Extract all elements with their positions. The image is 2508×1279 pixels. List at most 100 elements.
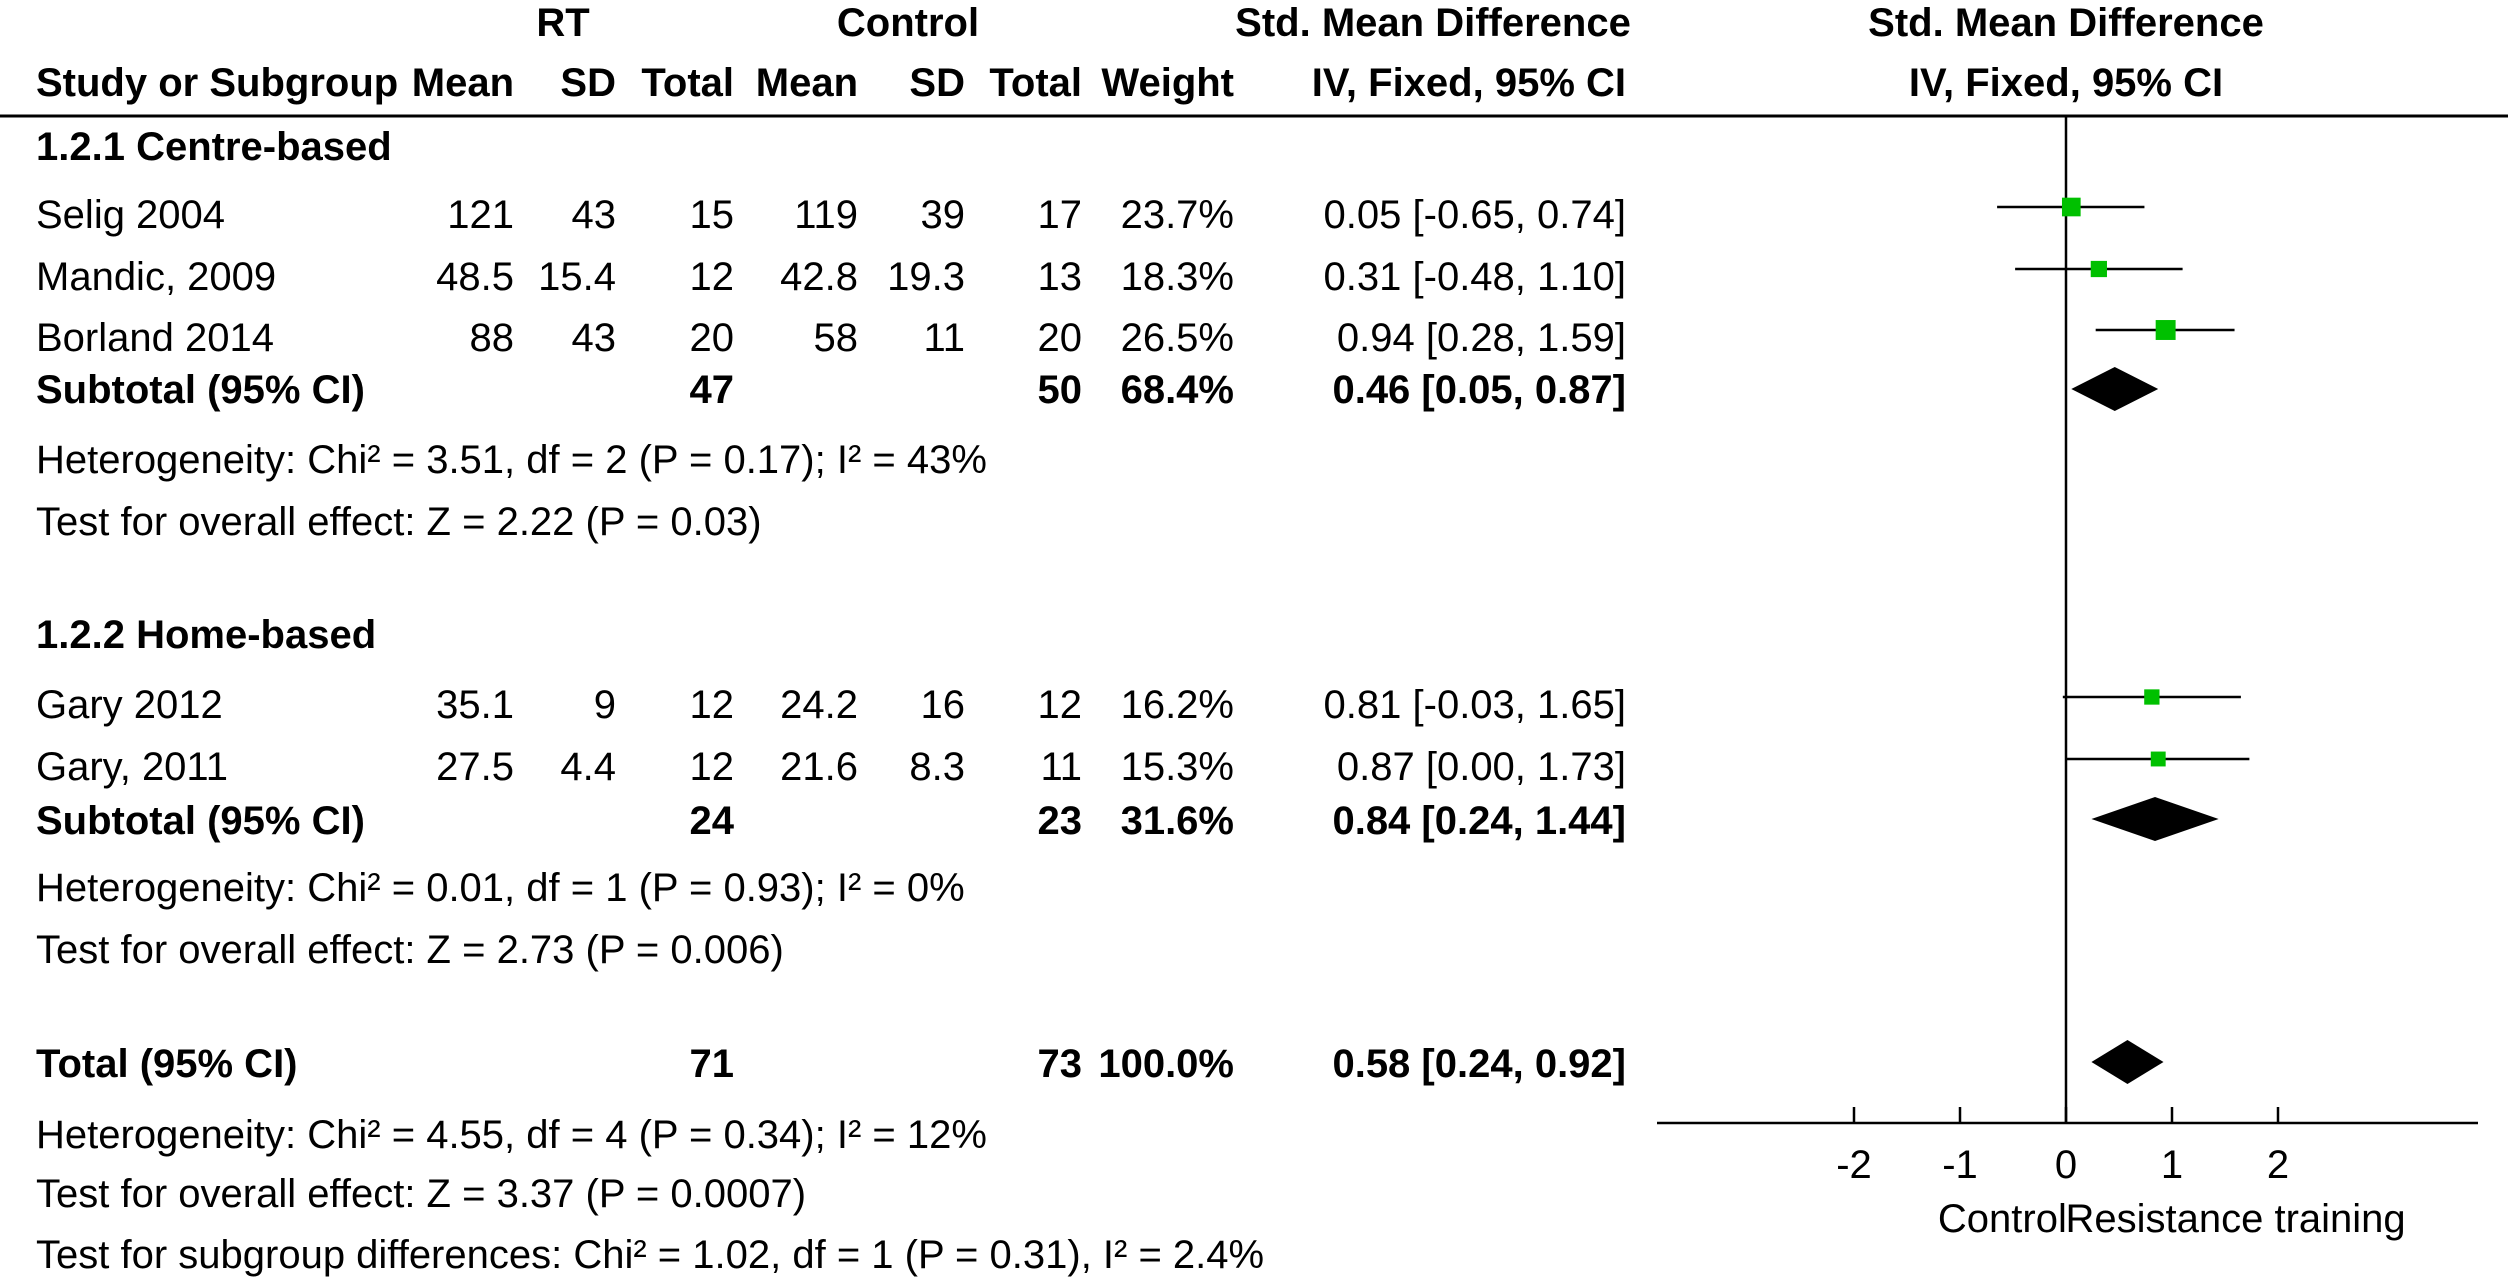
header-rt-sd: SD xyxy=(560,61,616,105)
s1-r3-rt-mean: 88 xyxy=(470,316,515,360)
s1-r3-rt-sd: 43 xyxy=(572,316,617,360)
header-c-sd: SD xyxy=(909,61,965,105)
s1-r2-c-total: 13 xyxy=(1038,255,1083,299)
s2-r2-c-total: 11 xyxy=(1040,745,1082,789)
s1-r3-study: Borland 2014 xyxy=(36,316,274,360)
subgroup-2-title: 1.2.2 Home-based xyxy=(36,613,376,657)
x-tick-label: 2 xyxy=(2267,1143,2289,1187)
s1-r1-c-sd: 39 xyxy=(921,193,966,237)
header-group-control: Control xyxy=(837,1,979,45)
header-weight: Weight xyxy=(1101,61,1234,105)
s2-r1-weight: 16.2% xyxy=(1121,683,1234,727)
s2-overall-effect: Test for overall effect: Z = 2.73 (P = 0… xyxy=(36,928,784,972)
total-diamond xyxy=(2091,1040,2164,1084)
s2-r2-ci: 0.87 [0.00, 1.73] xyxy=(1337,745,1626,789)
s2-r1-ci: 0.81 [-0.03, 1.65] xyxy=(1324,683,1626,727)
header-rt-total: Total xyxy=(641,61,734,105)
s1-r3-ci: 0.94 [0.28, 1.59] xyxy=(1337,316,1626,360)
s2-r2-weight: 15.3% xyxy=(1121,745,1234,789)
s2-r2-study: Gary, 2011 xyxy=(36,745,228,789)
total-heterogeneity: Heterogeneity: Chi² = 4.55, df = 4 (P = … xyxy=(36,1113,987,1157)
subtotal-diamond xyxy=(2071,367,2159,411)
s1-r1-rt-sd: 43 xyxy=(572,193,617,237)
study-marker xyxy=(2090,260,2107,278)
header-rt-mean: Mean xyxy=(412,61,514,105)
s1-r3-weight: 26.5% xyxy=(1121,316,1234,360)
total-c-total: 73 xyxy=(1038,1042,1083,1086)
s2-r1-rt-total: 12 xyxy=(690,683,735,727)
s2-r2-rt-mean: 27.5 xyxy=(436,745,514,789)
header-group-rt: RT xyxy=(536,1,589,45)
s1-r2-c-mean: 42.8 xyxy=(780,255,858,299)
header-smd-col: Std. Mean Difference xyxy=(1235,1,1631,45)
s1-r2-rt-sd: 15.4 xyxy=(538,255,616,299)
s1-subtotal-label: Subtotal (95% CI) xyxy=(36,368,365,412)
s1-r1-weight: 23.7% xyxy=(1121,193,1234,237)
s1-r3-c-total: 20 xyxy=(1038,316,1083,360)
s1-r1-c-total: 17 xyxy=(1038,193,1083,237)
s1-overall-effect: Test for overall effect: Z = 2.22 (P = 0… xyxy=(36,500,762,544)
s1-subtotal-rt-total: 47 xyxy=(690,368,735,412)
header-c-mean: Mean xyxy=(756,61,858,105)
study-marker xyxy=(2061,197,2081,217)
s1-subtotal-weight: 68.4% xyxy=(1121,368,1234,412)
s1-r2-weight: 18.3% xyxy=(1121,255,1234,299)
s2-r2-rt-total: 12 xyxy=(690,745,735,789)
s1-r1-c-mean: 119 xyxy=(794,193,858,237)
s2-subtotal-rt-total: 24 xyxy=(690,799,735,843)
s1-subtotal-ci: 0.46 [0.05, 0.87] xyxy=(1332,368,1626,412)
s1-r2-study: Mandic, 2009 xyxy=(36,255,276,299)
header-plot-method: IV, Fixed, 95% CI xyxy=(1909,61,2223,105)
s1-r3-rt-total: 20 xyxy=(690,316,735,360)
header-study: Study or Subgroup xyxy=(36,61,398,105)
s2-r1-c-sd: 16 xyxy=(921,683,966,727)
x-tick-label: 1 xyxy=(2161,1143,2183,1187)
header-smd-method: IV, Fixed, 95% CI xyxy=(1312,61,1626,105)
plot-markers xyxy=(1997,197,2250,1084)
s1-r1-ci: 0.05 [-0.65, 0.74] xyxy=(1324,193,1626,237)
s2-subtotal-ci: 0.84 [0.24, 1.44] xyxy=(1332,799,1626,843)
s2-heterogeneity: Heterogeneity: Chi² = 0.01, df = 1 (P = … xyxy=(36,866,965,910)
s2-subtotal-label: Subtotal (95% CI) xyxy=(36,799,365,843)
x-tick-label: 0 xyxy=(2055,1143,2077,1187)
s1-r3-c-sd: 11 xyxy=(923,316,965,360)
s2-r2-rt-sd: 4.4 xyxy=(560,745,616,789)
favours-control-label: Control xyxy=(1938,1197,2067,1241)
s1-r3-c-mean: 58 xyxy=(814,316,859,360)
plot-area: -2 -1 0 1 2 xyxy=(1657,116,2478,1187)
header-plot-title: Std. Mean Difference xyxy=(1868,1,2264,45)
subgroup-differences: Test for subgroup differences: Chi² = 1.… xyxy=(36,1233,1264,1277)
s2-r1-c-mean: 24.2 xyxy=(780,683,858,727)
s1-r1-rt-total: 15 xyxy=(690,193,735,237)
s1-subtotal-c-total: 50 xyxy=(1038,368,1083,412)
header-c-total: Total xyxy=(989,61,1082,105)
x-axis-ticks: -2 -1 0 1 2 xyxy=(1836,1107,2289,1187)
total-label: Total (95% CI) xyxy=(36,1042,298,1086)
s2-r2-c-sd: 8.3 xyxy=(909,745,965,789)
study-marker xyxy=(2144,689,2160,705)
s2-subtotal-c-total: 23 xyxy=(1038,799,1083,843)
subtotal-diamond xyxy=(2091,797,2219,841)
subgroup-1-title: 1.2.1 Centre-based xyxy=(36,125,392,169)
s2-r1-c-total: 12 xyxy=(1038,683,1083,727)
study-marker xyxy=(2150,751,2166,767)
s1-r2-ci: 0.31 [-0.48, 1.10] xyxy=(1324,255,1626,299)
s2-subtotal-weight: 31.6% xyxy=(1121,799,1234,843)
s2-r1-rt-mean: 35.1 xyxy=(436,683,514,727)
s1-r2-rt-total: 12 xyxy=(690,255,735,299)
s1-r2-rt-mean: 48.5 xyxy=(436,255,514,299)
s2-r1-study: Gary 2012 xyxy=(36,683,223,727)
total-overall-effect: Test for overall effect: Z = 3.37 (P = 0… xyxy=(36,1172,806,1216)
s1-r1-study: Selig 2004 xyxy=(36,193,225,237)
s2-r1-rt-sd: 9 xyxy=(594,683,616,727)
s1-r1-rt-mean: 121 xyxy=(447,193,514,237)
study-marker xyxy=(2155,320,2176,340)
s2-r2-c-mean: 21.6 xyxy=(780,745,858,789)
s1-heterogeneity: Heterogeneity: Chi² = 3.51, df = 2 (P = … xyxy=(36,438,987,482)
x-tick-label: -1 xyxy=(1942,1143,1978,1187)
x-tick-label: -2 xyxy=(1836,1143,1872,1187)
favours-resistance-training-label: Resistance training xyxy=(2066,1197,2406,1241)
total-weight: 100.0% xyxy=(1098,1042,1234,1086)
total-rt-total: 71 xyxy=(690,1042,735,1086)
